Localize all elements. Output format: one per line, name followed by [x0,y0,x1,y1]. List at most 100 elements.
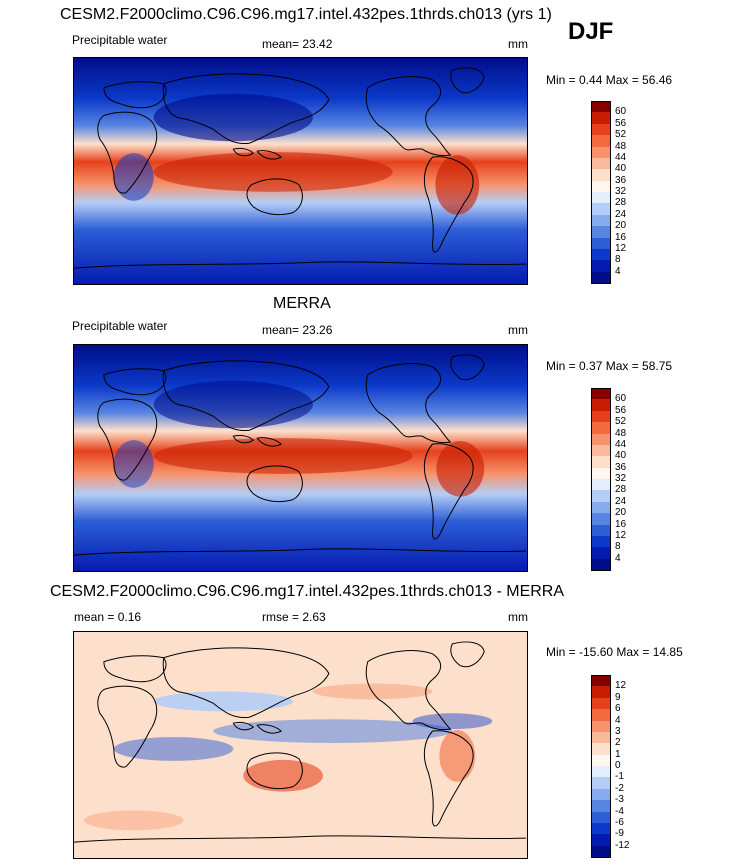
colorbar-label: -1 [615,771,624,783]
colorbar-swatch [591,157,611,170]
colorbar-swatch [591,834,611,847]
colorbar-swatch [591,271,611,284]
colorbar-label: 4 [615,265,621,277]
colorbar-label: -6 [615,816,624,828]
colorbar-label: 4 [615,714,621,726]
colorbar-swatch [591,547,611,560]
colorbar-label: 24 [615,208,627,220]
colorbar-swatch [591,146,611,159]
panel-model-range: Min = 0.44 Max = 56.46 [546,73,673,87]
colorbar-label: 44 [615,438,627,450]
colorbar-label: 4 [615,552,621,564]
colorbar-label: 40 [615,450,627,462]
colorbar-label: 48 [615,140,627,152]
colorbar-label: 32 [615,186,627,197]
colorbar-swatch [591,754,611,767]
colorbar-label: 0 [615,760,621,771]
colorbar-label: -4 [615,805,624,817]
panel-model-mean-value: 23.42 [302,37,333,51]
colorbar-swatch [591,513,611,525]
colorbar-swatch [591,135,611,147]
colorbar-swatch [591,101,611,113]
colorbar-swatch [591,180,611,193]
colorbar-swatch [591,524,611,537]
colorbar-label: 12 [615,242,627,254]
colorbar-swatch [591,444,611,457]
colorbar-label: 32 [615,473,627,484]
colorbar-swatch [591,388,611,400]
colorbar-swatch [591,709,611,721]
panel-diff-units: mm [508,610,528,624]
colorbar-label: 48 [615,427,627,439]
colorbar-swatch [591,479,611,491]
colorbar-swatch [591,248,611,261]
colorbar-swatch [591,192,611,204]
colorbar-label: -3 [615,794,624,806]
season-label: DJF [568,18,614,45]
colorbar-swatch [591,535,611,548]
colorbar-swatch [591,226,611,238]
colorbar-label: 36 [615,461,627,473]
colorbar-label: 1 [615,748,621,760]
panel-obs-colorbar: 60 56 52 48 44 40 36 32 28 24 20 16 12 8 4 [591,388,631,571]
panel-model-units: mm [508,37,528,51]
colorbar-swatch [591,558,611,571]
colorbar-swatch [591,112,611,125]
colorbar-label: 52 [615,416,627,428]
colorbar-label: 36 [615,174,627,186]
colorbar-swatch [591,467,611,480]
colorbar-label: 56 [615,117,627,129]
colorbar-label: 20 [615,507,627,519]
colorbar-label: 44 [615,151,627,163]
colorbar-label: 2 [615,737,621,749]
colorbar-label: 20 [615,220,627,232]
colorbar-label: 40 [615,163,627,175]
colorbar-label: 3 [615,725,621,737]
panel-diff-mean: mean = 0.16 [74,610,142,624]
panel-diff-rmse-value: 2.63 [302,610,326,624]
colorbar-label: 28 [615,484,627,496]
colorbar-label: 60 [615,106,627,118]
colorbar-label: 8 [615,541,621,553]
colorbar-swatch [591,731,611,744]
colorbar-swatch [591,456,611,469]
panel-obs-title: MERRA [273,295,331,312]
colorbar-swatch [591,743,611,756]
panel-model-mean-label: mean= [262,37,300,51]
panel-obs-units: mm [508,323,528,337]
panel-diff-range: Min = -15.60 Max = 14.85 [546,645,683,659]
colorbar-swatch [591,410,611,423]
panel-obs-mean-label: mean= [262,323,300,337]
colorbar-label: 12 [615,529,627,541]
panel-obs-range: Min = 0.37 Max = 58.75 [546,359,673,373]
panel-obs-map [73,344,528,572]
colorbar-label: 16 [615,231,627,243]
colorbar-label: 52 [615,129,627,141]
colorbar-swatch [591,501,611,514]
colorbar-label: 8 [615,254,621,266]
panel-model-map [73,57,528,285]
colorbar-label: 28 [615,197,627,209]
panel-diff-map [73,631,528,859]
colorbar-swatch [591,214,611,227]
panel-diff-rmse-label: rmse = [262,610,300,624]
colorbar-swatch [591,822,611,835]
panel-obs-variable: Precipitable water [72,319,168,333]
colorbar-label: 12 [615,680,627,692]
colorbar-swatch [591,845,611,858]
colorbar-label: 56 [615,404,627,416]
colorbar-swatch [591,686,611,699]
colorbar-swatch [591,490,611,503]
colorbar-label: -9 [615,828,624,840]
colorbar-label: -12 [615,839,630,851]
colorbar-label: 6 [615,703,621,715]
colorbar-swatch [591,697,611,710]
colorbar-swatch [591,766,611,778]
colorbar-label: 9 [615,691,621,703]
panel-model-title: CESM2.F2000climo.C96.C96.mg17.intel.432p… [60,6,552,23]
panel-model-colorbar: 60 56 52 48 44 40 36 32 28 24 20 16 12 8 4 [591,101,631,284]
colorbar-swatch [591,788,611,801]
colorbar-label: 16 [615,518,627,530]
colorbar-swatch [591,433,611,446]
colorbar-swatch [591,675,611,687]
